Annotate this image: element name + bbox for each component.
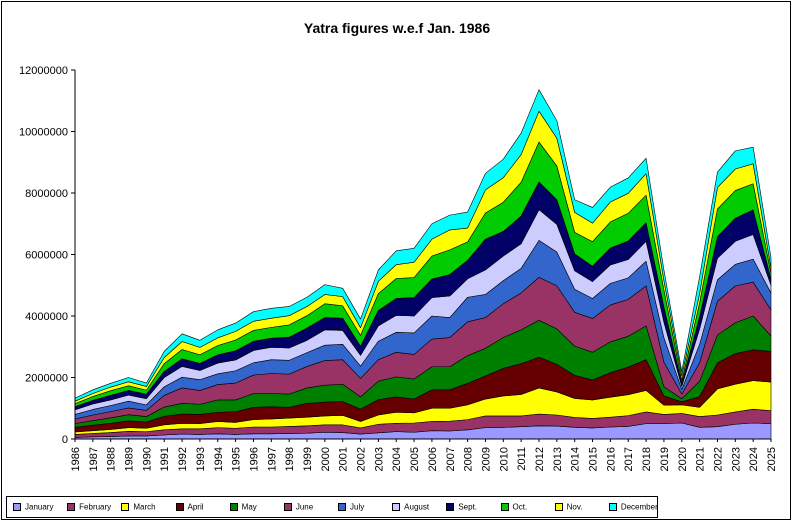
legend-label: April [187,502,204,512]
legend-swatch [283,502,292,511]
chart-title: Yatra figures w.e.f Jan. 1986 [303,20,491,36]
x-tick-label: 1991 [159,447,171,471]
legend-item-may: May [229,502,257,512]
x-tick-label: 2019 [659,447,671,471]
x-tick-label: 2012 [534,447,546,471]
legend-label: June [295,502,314,512]
x-tick-label: 2016 [605,447,617,471]
x-tick-label: 2009 [480,447,492,471]
y-tick-label: 2000000 [25,373,68,385]
x-tick-label: 1996 [248,447,260,471]
x-tick-label: 1997 [266,447,278,471]
x-tick-label: 1986 [70,447,82,471]
legend-label: February [79,502,112,512]
x-tick-label: 2013 [552,447,564,471]
legend-swatch [13,502,21,511]
x-tick-label: 2015 [588,447,600,471]
x-tick-label: 2010 [498,447,510,471]
x-tick-label: 2007 [445,447,457,471]
legend-swatch [175,502,184,511]
legend-item-august: August [392,502,429,511]
y-tick-label: 6000000 [25,250,68,262]
legend: January February March April May June July Augu… [6,496,658,518]
legend-swatch [121,502,130,511]
x-tick-label: 2006 [427,447,439,471]
legend-item-nov: Nov. [554,502,583,512]
x-tick-label: 1989 [124,447,136,471]
legend-swatch [608,502,617,511]
legend-swatch [500,502,509,511]
x-tick-label: 2005 [409,447,421,471]
legend-swatch [446,502,455,511]
y-tick-label: 10000000 [19,127,68,139]
x-tick-label: 1994 [213,447,225,471]
y-tick-label: 4000000 [25,311,68,323]
legend-item-december: December [608,502,658,512]
x-tick-label: 1992 [177,447,189,471]
x-tick-label: 2002 [356,447,368,471]
legend-item-july: July [338,502,364,511]
legend-label: January [25,502,54,512]
x-tick-label: 1993 [195,447,207,471]
legend-label: July [350,502,365,512]
x-tick-label: 2023 [730,447,742,471]
legend-label: Oct. [512,502,528,512]
legend-item-april: April [175,502,204,512]
legend-label: May [241,502,257,512]
legend-item-february: February [67,502,111,511]
y-tick-label: 8000000 [25,188,68,200]
x-tick-label: 2021 [695,447,707,471]
legend-swatch [554,502,563,511]
legend-label: December [620,502,658,512]
x-tick-label: 1990 [141,447,153,471]
x-tick-label: 2017 [623,447,635,471]
x-tick-label: 2025 [766,447,778,471]
x-tick-label: 1987 [88,447,100,471]
x-tick-label: 2003 [373,447,385,471]
legend-item-oct: Oct. [500,502,528,512]
y-tick-label: 12000000 [19,65,68,77]
legend-item-january: January [13,502,53,511]
legend-swatch [67,502,76,511]
legend-item-march: March [121,502,156,512]
x-tick-label: 1995 [231,447,243,471]
x-tick-label: 2008 [463,447,475,471]
legend-swatch [392,502,401,511]
legend-swatch [229,502,238,511]
y-tick-label: 0 [62,434,68,446]
x-tick-label: 2022 [712,447,724,471]
x-tick-label: 1999 [302,447,314,471]
x-tick-label: 1988 [106,447,118,471]
x-tick-label: 2000 [320,447,332,471]
legend-label: March [133,502,156,512]
legend-item-sept: Sept. [446,502,477,511]
x-tick-label: 2020 [677,447,689,471]
area-series-december [74,89,772,402]
legend-label: August [404,502,430,512]
legend-swatch [338,502,346,511]
x-tick-label: 2004 [391,447,403,471]
x-tick-label: 2018 [641,447,653,471]
legend-label: Sept. [458,502,478,512]
x-tick-label: 1998 [284,447,296,471]
x-tick-label: 2001 [338,447,350,471]
legend-label: Nov. [566,502,583,512]
x-tick-label: 2014 [570,447,582,471]
x-tick-label: 2011 [516,447,528,471]
legend-item-june: June [283,502,314,512]
x-tick-label: 2024 [748,447,760,471]
